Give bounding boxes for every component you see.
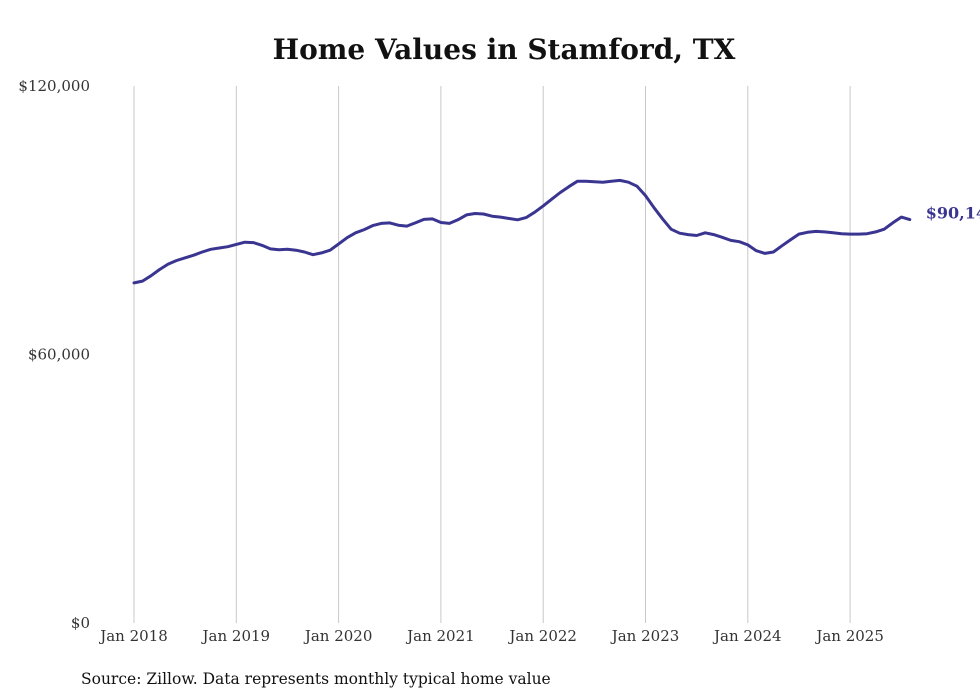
x-tick-label: Jan 2021 xyxy=(405,627,475,645)
x-tick-label: Jan 2019 xyxy=(201,627,271,645)
chart-title: Home Values in Stamford, TX xyxy=(273,33,736,66)
source-note: Source: Zillow. Data represents monthly … xyxy=(81,670,551,688)
series-line-home-value xyxy=(132,178,912,285)
x-tick-label: Jan 2018 xyxy=(98,627,168,645)
x-tick-label: Jan 2023 xyxy=(610,627,680,645)
end-value-label: $90,140 xyxy=(926,204,980,223)
gridlines xyxy=(133,86,851,623)
y-axis-ticks: $0 $60,000 $120,000 xyxy=(18,77,90,632)
x-tick-label: Jan 2025 xyxy=(814,627,884,645)
y-tick-label: $120,000 xyxy=(18,77,90,95)
y-tick-label: $0 xyxy=(71,614,90,632)
x-axis-ticks: Jan 2018 Jan 2019 Jan 2020 Jan 2021 Jan 2022… xyxy=(98,627,884,645)
y-tick-label: $60,000 xyxy=(28,346,90,364)
x-tick-label: Jan 2024 xyxy=(712,627,782,645)
x-tick-label: Jan 2022 xyxy=(507,627,577,645)
x-tick-label: Jan 2020 xyxy=(303,627,373,645)
